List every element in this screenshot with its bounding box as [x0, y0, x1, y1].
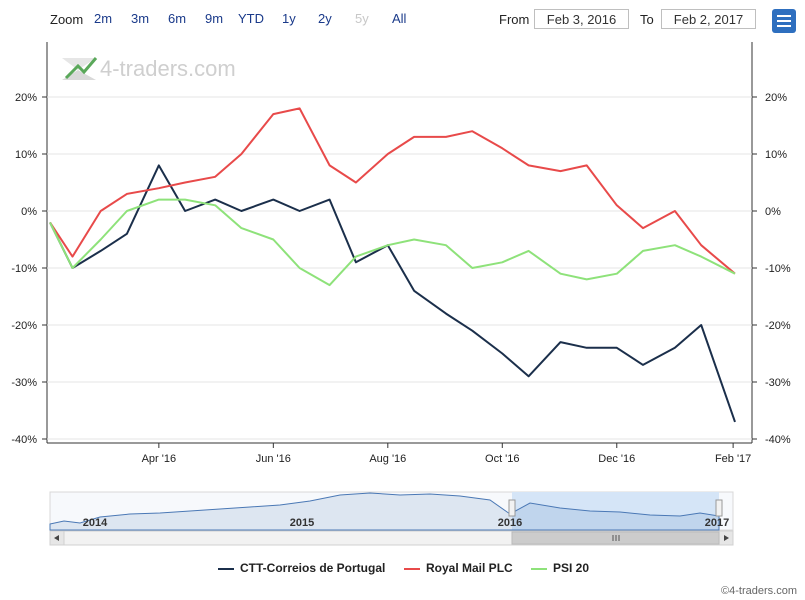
series-lines — [49, 107, 736, 423]
navigator-year-label: 2014 — [83, 517, 108, 529]
navigator-left-handle[interactable] — [508, 499, 516, 517]
legend-swatch-psi20 — [531, 567, 547, 570]
y-tick-label: -30% — [765, 377, 791, 389]
navigator[interactable]: 2014 2015 2016 2017 — [49, 491, 734, 531]
zoom-1y-button[interactable]: 1y — [282, 11, 296, 26]
zoom-2y-button[interactable]: 2y — [318, 11, 332, 26]
legend-item-ctt[interactable]: CTT-Correios de Portugal — [218, 561, 385, 575]
x-tick-label: Jun '16 — [256, 453, 291, 465]
y-tick-label: -40% — [765, 434, 791, 446]
x-axis: Apr '16 Jun '16 Aug '16 Oct '16 Dec '16 Feb '… — [142, 443, 751, 465]
from-date-input[interactable] — [534, 9, 629, 29]
x-tick-label: Apr '16 — [142, 453, 177, 465]
zoom-ytd-button[interactable]: YTD — [238, 11, 264, 26]
credit-text: ©4-traders.com — [721, 585, 797, 597]
series-line-psi20 — [49, 198, 736, 287]
menu-icon — [777, 15, 791, 17]
arrow-left-icon — [54, 535, 59, 541]
navigator-right-handle[interactable] — [715, 499, 723, 517]
y-tick-label: -10% — [765, 263, 791, 275]
y-tick-label: -10% — [11, 263, 37, 275]
zoom-9m-button[interactable]: 9m — [205, 11, 224, 26]
watermark-text: 4-traders.com — [100, 56, 236, 81]
y-tick-label: -40% — [11, 434, 37, 446]
watermark-logo: 4-traders.com — [62, 56, 236, 81]
to-label: To — [640, 12, 654, 27]
navigator-labels: 2014 2015 2016 2017 — [83, 517, 729, 529]
zoom-2m-button[interactable]: 2m — [94, 11, 113, 26]
y-tick-label: 20% — [765, 92, 787, 104]
legend-item-royal-mail[interactable]: Royal Mail PLC — [404, 561, 513, 575]
y-tick-label: 20% — [15, 92, 37, 104]
legend-item-psi20[interactable]: PSI 20 — [531, 561, 589, 575]
y-axis-right: 20% 10% 0% -10% -20% -30% -40% — [752, 92, 791, 446]
zoom-label: Zoom — [50, 12, 84, 27]
grid-lines — [47, 96, 752, 440]
navigator-year-label: 2017 — [705, 517, 729, 529]
x-tick-label: Feb '17 — [715, 453, 751, 465]
zoom-5y-button: 5y — [355, 11, 369, 26]
y-tick-label: -20% — [11, 320, 37, 332]
y-tick-label: -20% — [765, 320, 791, 332]
navigator-selection[interactable] — [512, 492, 719, 530]
scrollbar[interactable] — [49, 530, 734, 546]
chart-menu-button[interactable] — [772, 9, 796, 33]
navigator-year-label: 2015 — [290, 517, 314, 529]
legend-swatch-royal-mail — [404, 567, 420, 570]
zoom-6m-button[interactable]: 6m — [168, 11, 187, 26]
y-tick-label: 10% — [765, 149, 787, 161]
y-axis-left: 20% 10% 0% -10% -20% -30% -40% — [11, 92, 47, 446]
series-line-ctt — [49, 164, 736, 423]
arrow-right-icon — [724, 535, 729, 541]
from-label: From — [499, 12, 530, 27]
y-tick-label: 10% — [15, 149, 37, 161]
zoom-3m-button[interactable]: 3m — [131, 11, 150, 26]
series-line-royal-mail — [49, 107, 736, 275]
x-tick-label: Dec '16 — [598, 453, 635, 465]
to-date-input[interactable] — [661, 9, 756, 29]
navigator-year-label: 2016 — [498, 517, 522, 529]
zoom-all-button[interactable]: All — [392, 11, 407, 26]
x-tick-label: Oct '16 — [485, 453, 520, 465]
y-tick-label: 0% — [765, 206, 781, 218]
y-tick-label: 0% — [21, 206, 37, 218]
legend-swatch-ctt — [218, 567, 234, 570]
y-tick-label: -30% — [11, 377, 37, 389]
x-tick-label: Aug '16 — [369, 453, 406, 465]
